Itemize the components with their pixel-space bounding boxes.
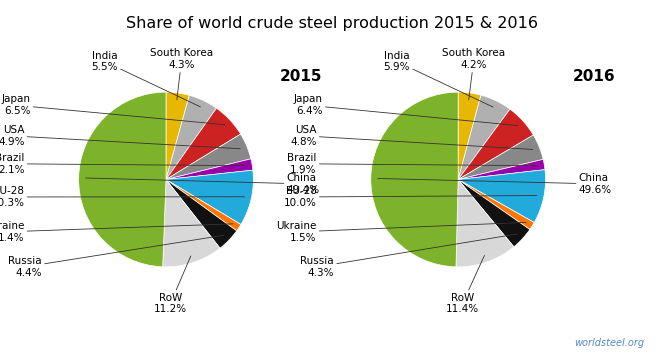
Wedge shape <box>166 134 251 180</box>
Text: South Korea
4.2%: South Korea 4.2% <box>442 48 505 100</box>
Text: South Korea
4.3%: South Korea 4.3% <box>150 48 213 100</box>
Wedge shape <box>458 95 510 180</box>
Wedge shape <box>458 92 481 180</box>
Wedge shape <box>458 159 545 180</box>
Text: Ukraine
1.5%: Ukraine 1.5% <box>276 221 526 243</box>
Text: Russia
4.3%: Russia 4.3% <box>301 234 517 278</box>
Text: Japan
6.5%: Japan 6.5% <box>1 94 225 125</box>
Wedge shape <box>166 180 241 231</box>
Text: USA
4.8%: USA 4.8% <box>290 125 533 149</box>
Wedge shape <box>163 180 220 267</box>
Wedge shape <box>371 92 458 267</box>
Text: Ukraine
1.4%: Ukraine 1.4% <box>0 221 233 243</box>
Text: Brazil
1.9%: Brazil 1.9% <box>288 153 537 174</box>
Text: 2016: 2016 <box>572 69 615 84</box>
Wedge shape <box>166 95 216 180</box>
Wedge shape <box>458 109 533 180</box>
Text: RoW
11.2%: RoW 11.2% <box>154 256 191 314</box>
Text: Brazil
2.1%: Brazil 2.1% <box>0 153 245 174</box>
Wedge shape <box>458 170 546 223</box>
Wedge shape <box>456 180 514 267</box>
Wedge shape <box>166 92 189 180</box>
Text: worldsteel.org: worldsteel.org <box>574 338 644 348</box>
Wedge shape <box>458 180 530 247</box>
Wedge shape <box>166 170 254 224</box>
Text: 2015: 2015 <box>280 69 323 84</box>
Wedge shape <box>458 180 534 229</box>
Text: Share of world crude steel production 2015 & 2016: Share of world crude steel production 20… <box>126 16 538 31</box>
Text: USA
4.9%: USA 4.9% <box>0 125 240 149</box>
Text: China
49.4%: China 49.4% <box>86 173 319 195</box>
Text: RoW
11.4%: RoW 11.4% <box>446 256 485 314</box>
Wedge shape <box>166 108 240 180</box>
Text: EU-28
10.3%: EU-28 10.3% <box>0 186 244 208</box>
Text: Russia
4.4%: Russia 4.4% <box>9 235 224 278</box>
Text: EU-28
10.0%: EU-28 10.0% <box>284 186 537 208</box>
Text: Japan
6.4%: Japan 6.4% <box>293 94 518 126</box>
Wedge shape <box>78 92 166 267</box>
Wedge shape <box>458 135 543 180</box>
Text: China
49.6%: China 49.6% <box>378 173 612 195</box>
Wedge shape <box>166 180 236 248</box>
Wedge shape <box>166 159 253 180</box>
Text: India
5.9%: India 5.9% <box>384 51 493 107</box>
Text: India
5.5%: India 5.5% <box>92 51 201 107</box>
